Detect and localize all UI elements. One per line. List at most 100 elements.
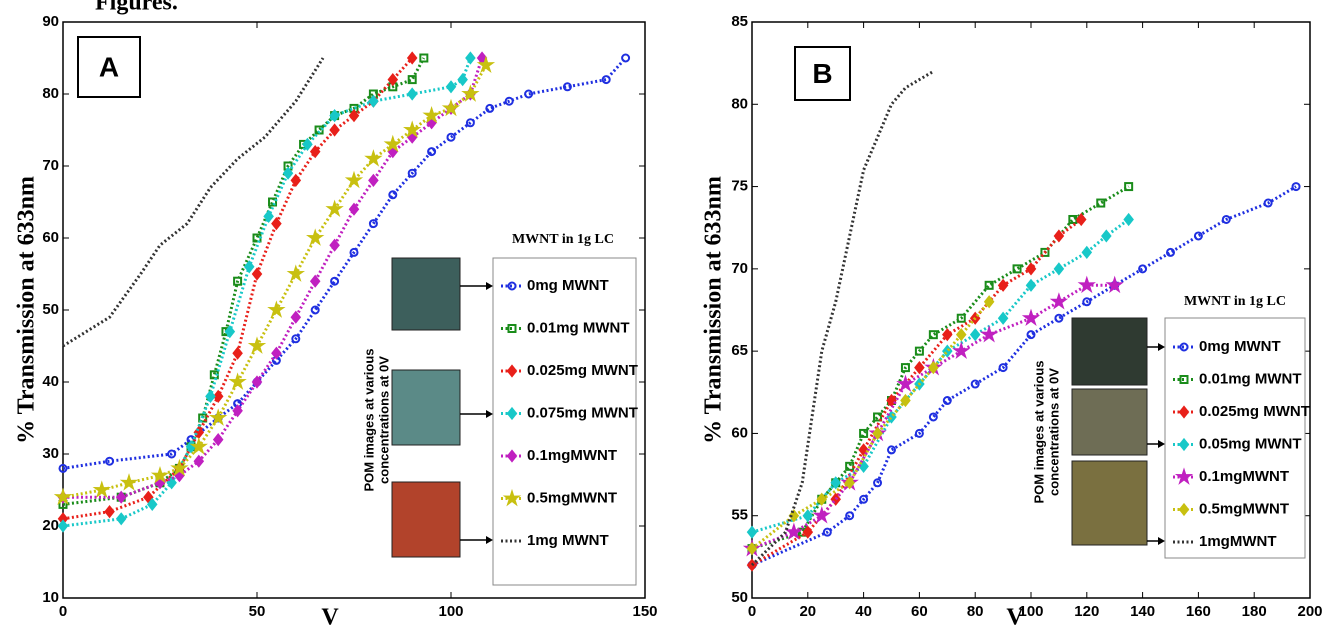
point [198,413,208,423]
series-line [751,300,991,550]
arrow-head [1158,537,1165,545]
point [446,132,456,142]
legend-label: 0.075mg MWNT [527,404,638,421]
point [900,363,910,373]
point [476,55,496,74]
inset-label: concentrations at 0V [376,356,391,484]
inset-label: POM images at various [361,348,376,491]
point [1077,275,1096,294]
point [830,492,841,506]
point [407,75,417,85]
point [822,527,832,537]
y-tick-label: 55 [731,507,748,524]
point [403,120,422,138]
point [228,372,247,390]
point [53,487,73,506]
x-tick-label: 100 [1018,603,1043,620]
point [267,300,286,318]
point [383,134,402,153]
point [621,53,631,63]
legend-label: 0.01mg MWNT [527,319,630,336]
y-tick-label: 75 [731,178,748,195]
point [1054,313,1064,323]
point [310,305,320,315]
point [1025,278,1037,292]
point [845,511,855,521]
legend-box [492,257,637,586]
point [873,412,883,422]
point [309,144,321,159]
arrow-head [486,536,493,544]
legend-title: MWNT in 1g LC [512,232,614,247]
x-tick-label: 140 [1130,603,1155,620]
x-tick-label: 180 [1242,603,1267,620]
point [364,149,383,167]
point [58,463,68,473]
x-tick-label: 160 [1186,603,1211,620]
y-tick-label: 80 [731,95,748,112]
panel-label: B [812,58,832,89]
legend-label: 0.025mg MWNT [1199,403,1310,420]
point [329,123,340,137]
point [896,374,915,392]
point [952,341,971,359]
point [485,103,495,113]
point [263,209,274,224]
point [997,311,1009,325]
y-tick-label: 30 [42,445,59,462]
legend-label: 0.025mg MWNT [527,362,638,379]
point [601,75,611,85]
point [209,408,228,426]
point [1263,198,1273,208]
x-tick-label: 200 [1297,603,1322,620]
panel-box [794,46,851,101]
point [1025,262,1037,276]
point [1053,262,1065,276]
point [205,389,216,404]
point [873,478,883,488]
point [170,458,189,477]
legend-title: MWNT in 1g LC [1184,294,1286,309]
point [387,72,399,87]
point [368,219,378,229]
y-tick-label: 70 [731,260,748,277]
point [969,328,981,342]
y-tick-label: 50 [42,301,59,318]
point [388,190,398,200]
point [1075,212,1087,227]
pom-image [1071,460,1148,546]
point [859,494,869,504]
point [1049,292,1069,310]
point [150,465,170,484]
legend-label: 0.05mg MWNT [1199,435,1302,452]
legend-label: 0mg MWNT [527,277,609,294]
point [105,456,115,466]
x-tick-label: 20 [799,603,816,620]
point [942,396,952,406]
legend-label: 0.1mgMWNT [1199,468,1289,485]
point [914,346,924,356]
point [119,473,139,491]
legend-marker [506,449,518,463]
point [306,228,325,246]
y-tick-label: 20 [42,517,59,534]
point [900,393,911,408]
point [325,199,344,218]
point [844,476,855,490]
point [290,173,302,188]
point [115,490,127,504]
point [406,87,418,101]
point [784,522,804,540]
point [504,96,514,106]
point [349,247,359,257]
legend-label: 0.1mgMWNT [527,447,617,464]
y-tick-label: 65 [731,342,748,359]
point [802,525,814,539]
point [1105,275,1124,294]
point [271,346,282,360]
point [115,512,127,526]
inset-label: concentrations at 0V [1046,368,1061,496]
series-line [62,57,426,506]
